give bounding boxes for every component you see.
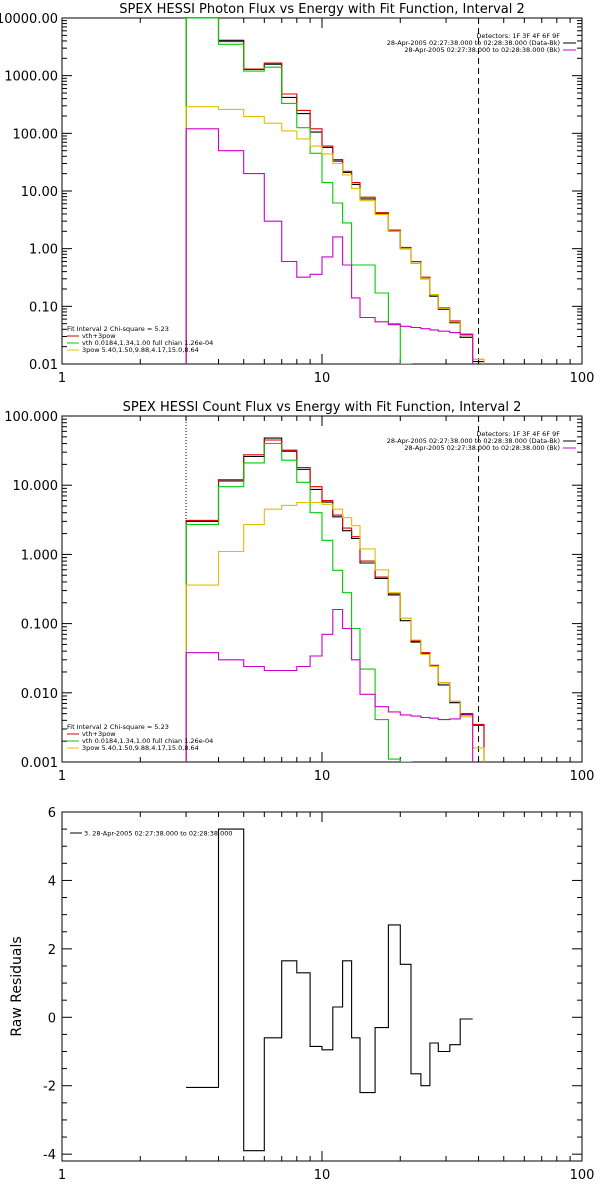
fit-legend-text: 3pow 5.40,1.50,9.88,4.17,15.0,8.64 <box>82 346 199 354</box>
series-line-bk <box>185 608 474 762</box>
series-line-3-28-apr-2005-02-27-38-000-to-02-28-38-000 <box>186 828 473 1152</box>
y-tick-label: 10.00 <box>21 185 58 200</box>
info-text: Detectors: 1F 3F 4F 6F 9F <box>476 32 560 40</box>
series-line-3pow <box>185 106 485 364</box>
x-tick-label: 1 <box>58 371 66 386</box>
plot-frame <box>61 415 583 763</box>
chart-title: SPEX HESSI Photon Flux vs Energy with Fi… <box>119 2 525 17</box>
y-axis-label: Raw Residuals <box>9 936 25 1036</box>
y-tick-label: 0.001 <box>21 756 58 771</box>
y-tick-label: 0.01 <box>29 358 58 373</box>
info-text: Detectors: 1F 3F 4F 6F 9F <box>476 430 560 438</box>
info-text: 28-Apr-2005 02:27:38.000 to 02:28:38.000… <box>404 46 560 54</box>
fit-legend-text: vth+3pow <box>82 332 116 340</box>
plot-frame <box>61 811 583 1162</box>
y-tick-label: -2 <box>43 1080 56 1095</box>
y-tick-label: 1.000 <box>21 548 58 563</box>
x-tick-label: 100 <box>570 371 595 386</box>
series-line-vth-3pow <box>185 18 485 364</box>
y-tick-label: -4 <box>43 1148 56 1163</box>
x-tick-label: 1 <box>58 1168 66 1183</box>
y-tick-label: 1000.00 <box>4 70 58 85</box>
fit-legend-text: vth+3pow <box>82 730 116 738</box>
x-tick-label: 10 <box>314 1168 331 1183</box>
series-line-3pow <box>185 502 485 762</box>
series-line-bk <box>185 128 474 364</box>
y-tick-label: 0.10 <box>29 300 58 315</box>
plot-frame <box>61 17 583 365</box>
x-tick-label: 10 <box>314 769 331 784</box>
x-tick-label: 10 <box>314 371 331 386</box>
x-tick-label: 1 <box>58 769 66 784</box>
fit-legend-text: vth 0.0184,1.34,1.00 full chian 1.26e-04 <box>82 737 213 745</box>
y-tick-label: 100.000 <box>4 410 58 425</box>
y-tick-label: 0.100 <box>21 618 58 633</box>
series-line-data-bk <box>185 18 485 364</box>
fit-legend-text: 3pow 5.40,1.50,9.88,4.17,15.0,8.64 <box>82 744 199 752</box>
y-tick-label: 2 <box>48 943 56 958</box>
fit-legend-text: Fit Interval 2 Chi-square = 5.23 <box>67 325 169 333</box>
x-tick-label: 100 <box>570 769 595 784</box>
y-tick-label: 100.00 <box>13 127 59 142</box>
fit-legend-text: Fit Interval 2 Chi-square = 5.23 <box>67 723 169 731</box>
series-line-vth-3pow <box>185 439 485 762</box>
info-text: 28-Apr-2005 02:27:38.000 to 02:28:38.000… <box>387 437 560 445</box>
info-text: 28-Apr-2005 02:27:38.000 to 02:28:38.000… <box>387 39 560 47</box>
series-line-vth <box>185 442 412 762</box>
y-tick-label: 4 <box>48 874 56 889</box>
legend-label: 3. 28-Apr-2005 02:27:38.000 to 02:28:38.… <box>84 830 233 838</box>
info-text: 28-Apr-2005 02:27:38.000 to 02:28:38.000… <box>404 444 560 452</box>
y-tick-label: 10.000 <box>13 479 59 494</box>
y-tick-label: 10000.00 <box>0 12 58 27</box>
fit-legend-text: vth 0.0184,1.34,1.00 full chian 1.26e-04 <box>82 339 213 347</box>
y-tick-label: 0.010 <box>21 687 58 702</box>
x-tick-label: 100 <box>570 1168 595 1183</box>
series-line-vth <box>185 18 412 364</box>
y-tick-label: 0 <box>48 1011 56 1026</box>
y-tick-label: 1.00 <box>29 243 58 258</box>
y-tick-label: 6 <box>48 806 56 821</box>
chart-title: SPEX HESSI Count Flux vs Energy with Fit… <box>123 400 522 415</box>
